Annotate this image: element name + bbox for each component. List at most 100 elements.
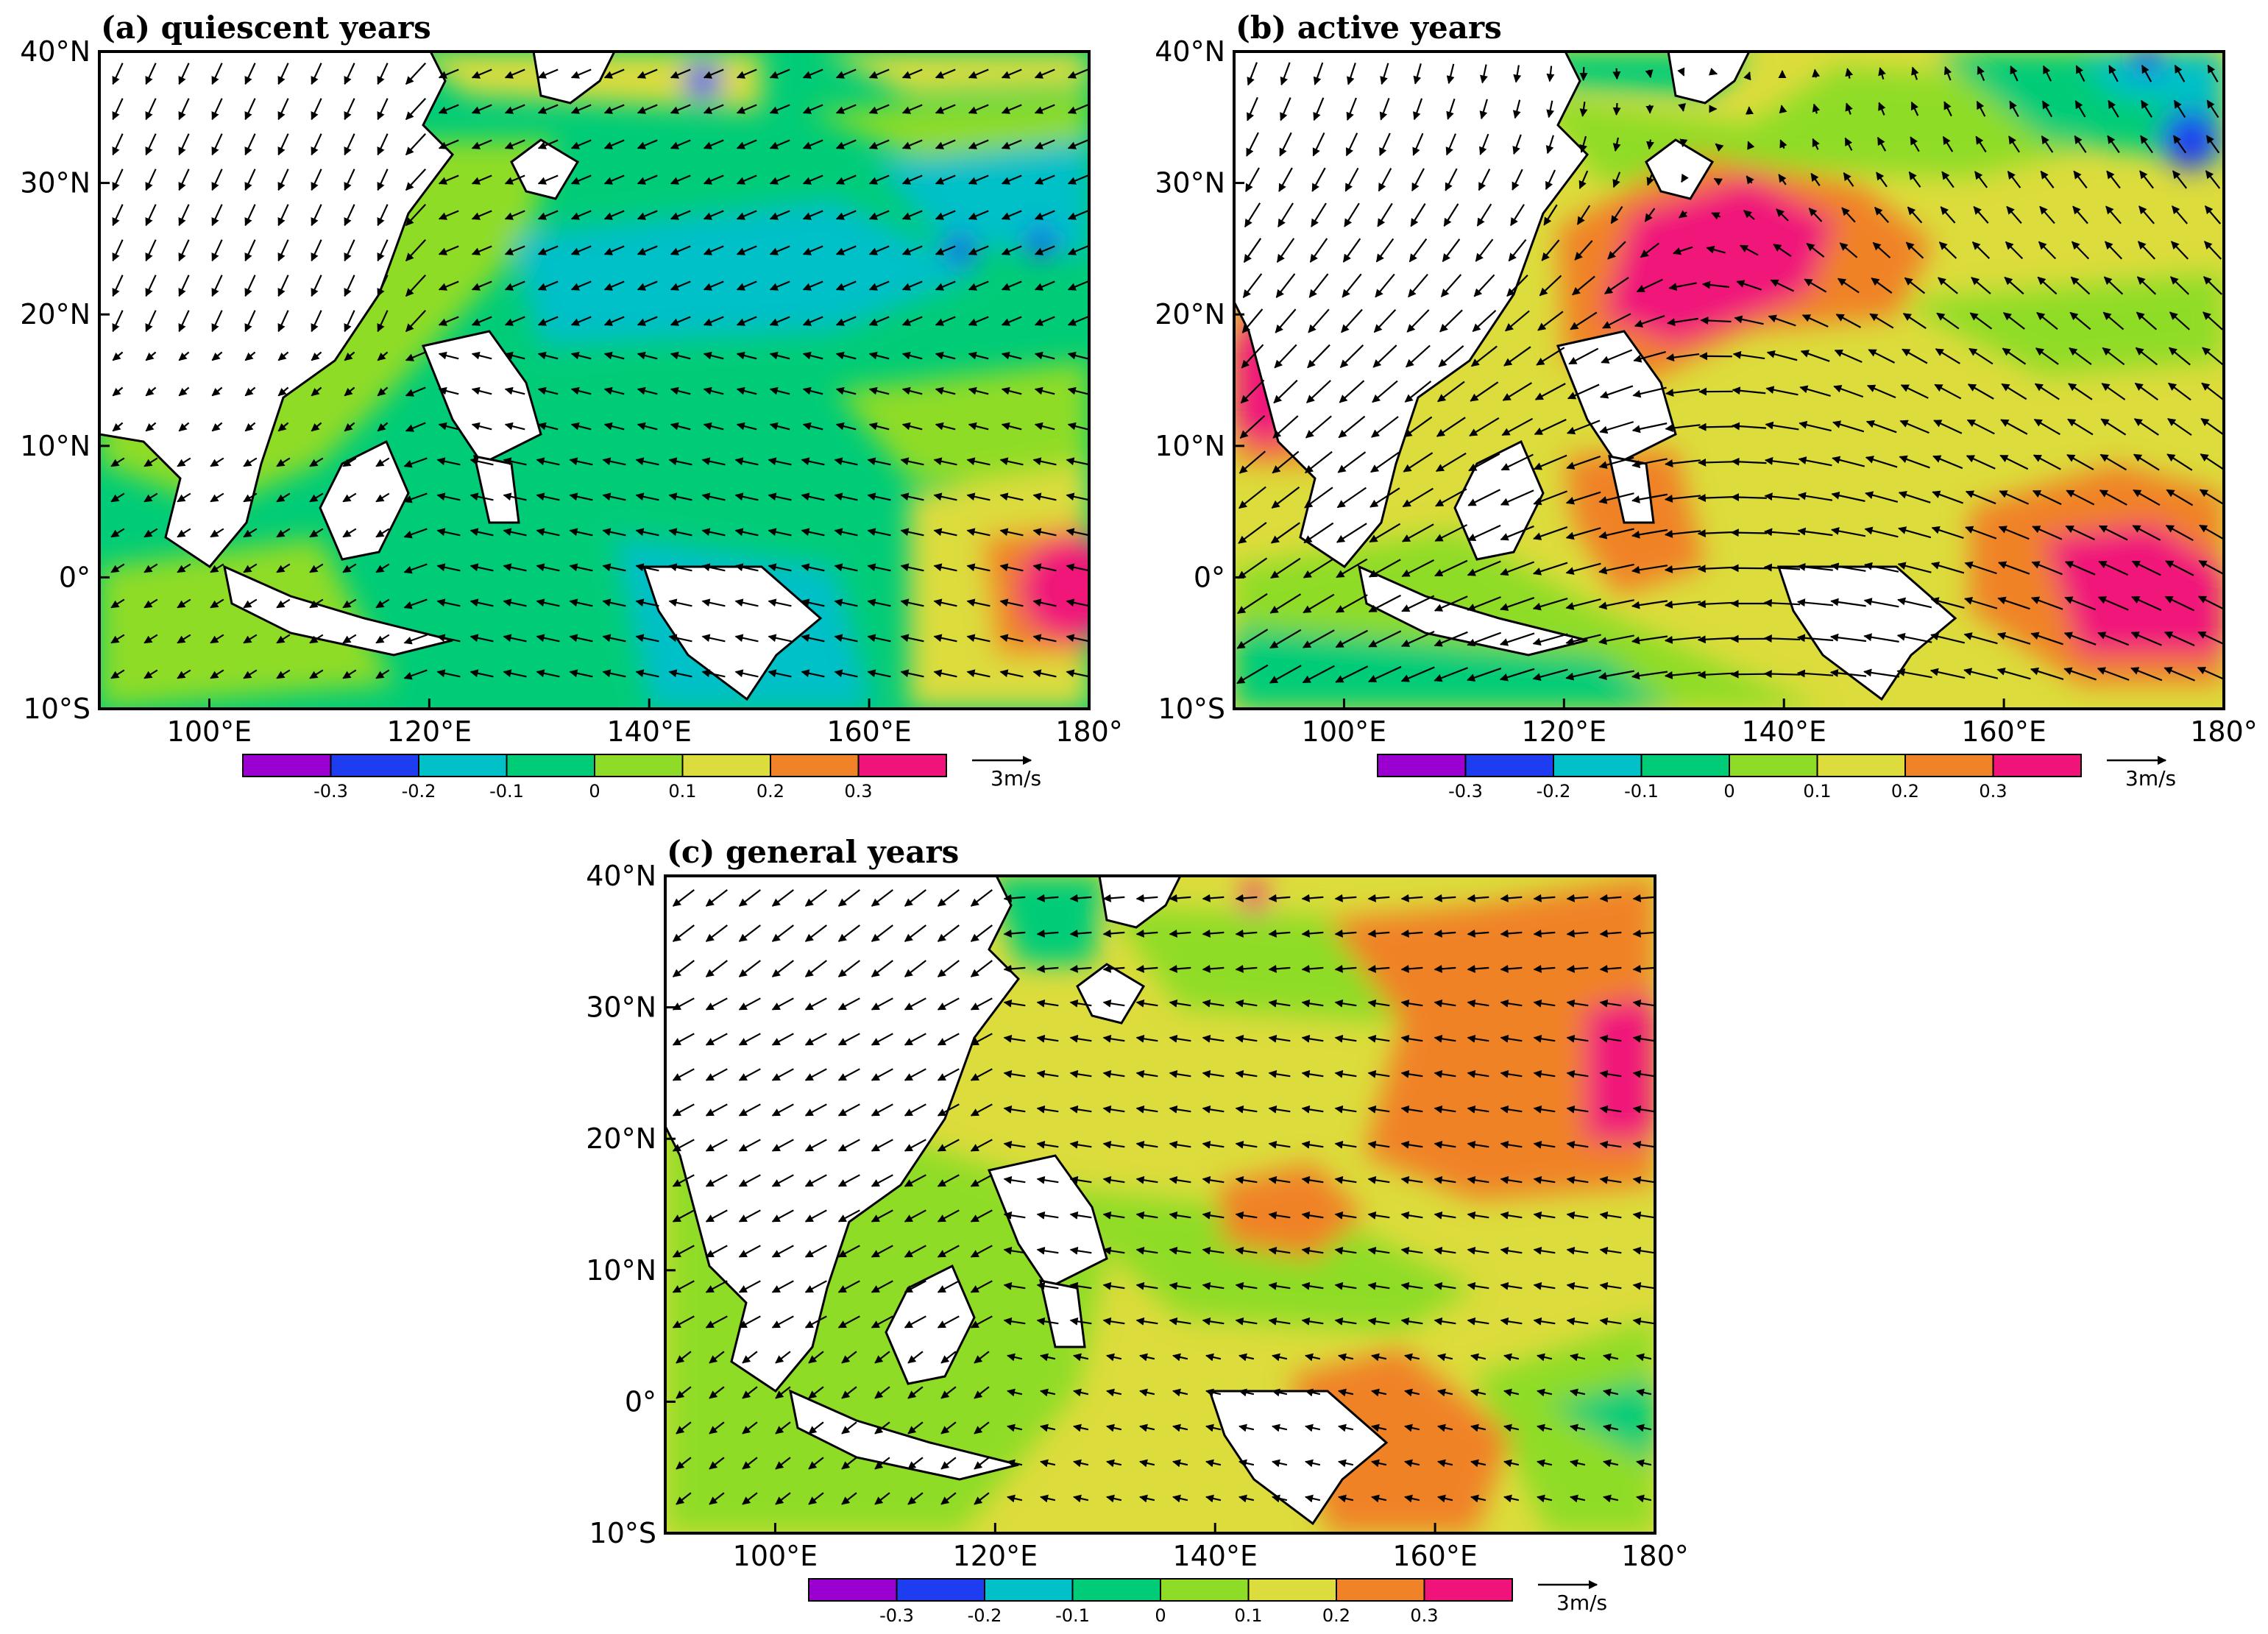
lon-tick-label: 180° xyxy=(1621,1540,1689,1572)
wind-vector xyxy=(143,563,158,573)
wind-vector xyxy=(1066,492,1089,501)
lon-tick-label: 180° xyxy=(2190,715,2258,748)
wind-vector xyxy=(469,634,494,643)
wind-vector xyxy=(635,669,659,678)
wind-vector xyxy=(244,386,256,397)
colorbar-swatch xyxy=(330,754,419,777)
wind-vector xyxy=(210,528,224,538)
wind-vector xyxy=(311,239,322,262)
wind-vector xyxy=(1339,344,1364,368)
wind-vector xyxy=(110,492,125,503)
wind-vector xyxy=(405,62,427,85)
wind-vector xyxy=(211,275,223,297)
wind-vector xyxy=(311,275,322,297)
lon-tick-label: 160°E xyxy=(1961,715,2046,748)
wind-vector xyxy=(670,386,691,395)
wind-vector xyxy=(112,239,124,262)
wind-vector xyxy=(670,68,691,79)
wind-vector xyxy=(835,210,857,220)
wind-vector xyxy=(1869,313,1894,329)
wind-vector xyxy=(471,351,492,360)
wind-vector xyxy=(1572,275,1595,296)
wind-vector xyxy=(1512,99,1521,119)
wind-vector xyxy=(966,528,991,537)
wind-vector xyxy=(309,598,324,609)
wind-vector xyxy=(503,563,527,572)
wind-vector xyxy=(867,598,891,607)
wind-vector xyxy=(1668,282,1697,291)
wind-vector xyxy=(603,104,625,114)
wind-vector xyxy=(1312,132,1325,157)
wind-vector xyxy=(145,98,157,121)
colorbar-swatch xyxy=(418,754,508,777)
wind-vector xyxy=(701,634,726,643)
wind-vector xyxy=(570,386,592,395)
wind-vector xyxy=(1470,345,1498,367)
wind-vector xyxy=(1067,139,1088,149)
wind-vector xyxy=(277,310,289,333)
wind-vector xyxy=(701,563,726,572)
wind-vector xyxy=(1937,277,1958,294)
wind-vector xyxy=(2141,99,2152,118)
wind-vector xyxy=(935,351,956,360)
wind-vector xyxy=(1545,169,1556,191)
wind-vector xyxy=(1410,203,1426,227)
wind-vector xyxy=(1347,63,1356,85)
wind-vector xyxy=(1679,138,1688,148)
wind-vector xyxy=(1810,172,1821,186)
wind-vector xyxy=(1778,174,1787,185)
wind-vector xyxy=(1711,212,1721,220)
colorbar-swatch xyxy=(242,754,332,777)
wind-vector xyxy=(277,275,289,297)
wind-vector xyxy=(868,316,890,326)
wind-vector xyxy=(375,634,390,644)
lat-tick-label: 30°N xyxy=(20,167,91,199)
wind-vector xyxy=(211,351,223,361)
wind-vector xyxy=(471,174,492,185)
wind-vector xyxy=(1476,203,1492,227)
wind-vector xyxy=(1812,103,1821,114)
wind-vector xyxy=(1763,670,1801,679)
wind-vector xyxy=(145,133,157,156)
wind-vector xyxy=(1034,316,1055,326)
wind-vector xyxy=(569,598,593,607)
wind-vector xyxy=(309,634,324,644)
wind-vector xyxy=(405,132,427,156)
wind-vector xyxy=(968,422,989,431)
wind-vector xyxy=(968,104,989,114)
colorbar-label: -0.3 xyxy=(879,1605,914,1626)
wind-vector xyxy=(801,634,825,643)
wind-vector xyxy=(1646,139,1654,150)
lat-tick-label: 10°S xyxy=(1158,693,1225,725)
wind-vector xyxy=(537,386,559,395)
wind-vector xyxy=(309,457,324,467)
wind-vector xyxy=(471,245,492,255)
wind-vector xyxy=(1066,634,1089,643)
wind-vector xyxy=(1280,62,1291,86)
wind-vector xyxy=(177,528,191,538)
colorbar-swatch xyxy=(1992,754,2082,777)
wind-vector xyxy=(1766,350,1798,361)
wind-vector xyxy=(309,563,324,573)
wind-vector xyxy=(1344,167,1359,192)
wind-vector xyxy=(1971,277,1991,294)
wind-vector xyxy=(1001,68,1022,79)
wind-vector xyxy=(769,280,790,291)
wind-vector xyxy=(867,563,891,572)
wind-vector xyxy=(2074,135,2087,153)
wind-vector xyxy=(1612,102,1621,116)
wind-vector xyxy=(1445,168,1458,191)
wind-vector xyxy=(276,528,291,538)
wind-vector xyxy=(1478,169,1491,191)
wind-vector xyxy=(868,351,890,360)
wind-vector xyxy=(436,528,461,537)
wind-vector xyxy=(1273,379,1298,404)
wind-vector xyxy=(668,492,692,501)
wind-vector xyxy=(1910,136,1920,152)
wind-vector xyxy=(2168,347,2191,366)
wind-vector xyxy=(603,210,625,220)
reference-vector-label: 3m/s xyxy=(1556,1591,1607,1615)
wind-vector xyxy=(405,97,427,121)
wind-vector xyxy=(603,139,625,149)
wind-vector xyxy=(968,316,989,326)
